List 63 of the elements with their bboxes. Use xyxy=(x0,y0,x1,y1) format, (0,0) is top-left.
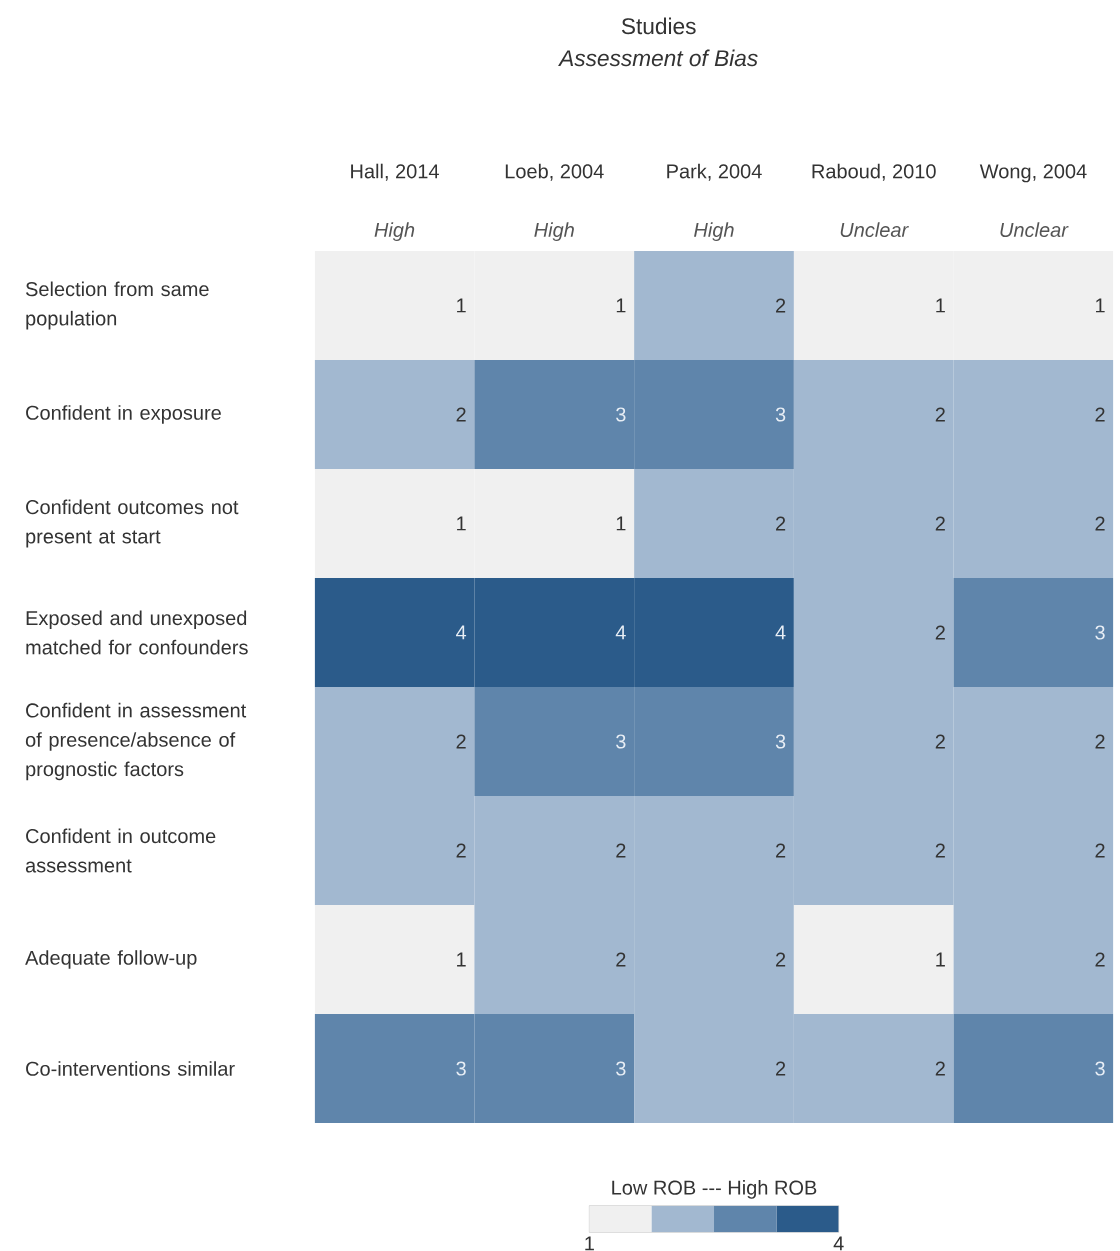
data-label: 1 xyxy=(1096,298,1105,313)
data-label: 2 xyxy=(1095,734,1105,749)
data-label: 4 xyxy=(456,625,467,640)
data-label: 1 xyxy=(616,516,626,531)
data-label: 2 xyxy=(456,734,466,749)
data-label: 3 xyxy=(456,1061,466,1076)
color-bar-title: Low ROB --- High ROB xyxy=(612,1180,817,1199)
text: Unclear xyxy=(840,222,909,238)
data-label: 3 xyxy=(775,734,786,749)
data-label: 2 xyxy=(935,734,945,749)
data-label: 2 xyxy=(935,625,945,640)
data-label: 2 xyxy=(776,298,786,313)
data-label: 3 xyxy=(1095,625,1105,640)
data-label: 1 xyxy=(616,298,626,313)
data-label: 4 xyxy=(615,625,626,640)
y-tick-label: Confident in outcome assessment xyxy=(25,828,216,873)
text: High xyxy=(694,222,734,241)
data-label: 3 xyxy=(616,734,626,749)
x-tick-label: Wong, 2004 xyxy=(979,164,1087,183)
y-tick-label: Exposed and unexposed matched for confounders xyxy=(26,610,248,655)
x-tick-label: Raboud, 2010 xyxy=(812,163,936,181)
data-label: 2 xyxy=(776,952,786,967)
data-label: 2 xyxy=(1095,516,1105,531)
data-label: 1 xyxy=(457,952,466,967)
text: High xyxy=(534,222,574,241)
y-tick-label: Confident in assessment of presence/absence of prognostic factors xyxy=(25,702,247,781)
x-tick-label: Park, 2004 xyxy=(667,163,762,181)
data-label: 2 xyxy=(456,407,466,422)
data-label: 2 xyxy=(776,1061,786,1076)
data-label: 2 xyxy=(776,516,786,531)
data-label: 2 xyxy=(456,843,466,858)
y-tick-label: Adequate follow-up xyxy=(25,950,197,969)
data-label: 3 xyxy=(616,407,626,422)
text: High xyxy=(374,222,415,241)
data-label: 3 xyxy=(775,407,786,422)
data-label: 2 xyxy=(935,843,945,858)
data-label: 1 xyxy=(457,298,466,313)
y-tick-label: Selection from same population xyxy=(25,281,209,330)
data-label: 2 xyxy=(616,952,626,967)
data-label: 3 xyxy=(616,1061,626,1076)
text: Unclear xyxy=(1000,222,1069,238)
data-label: 1 xyxy=(936,952,945,967)
data-label: 2 xyxy=(776,843,786,858)
data-label: 2 xyxy=(1095,952,1105,967)
chart-title: Studies xyxy=(621,17,696,35)
y-tick-label: Co-interventions similar xyxy=(26,1061,235,1076)
y-tick-label: Confident outcomes not present at start xyxy=(26,499,239,548)
x-tick-label: Loeb, 2004 xyxy=(505,163,604,181)
data-label: 2 xyxy=(616,843,626,858)
x-tick-label: Hall, 2014 xyxy=(351,163,439,181)
data-label: 3 xyxy=(1095,1061,1105,1076)
data-label: 2 xyxy=(935,407,945,422)
data-label: 4 xyxy=(775,625,786,640)
data-label: 2 xyxy=(935,516,945,531)
color-bar-label: 4 xyxy=(833,1236,844,1251)
data-label: 1 xyxy=(457,516,466,531)
data-label: 2 xyxy=(1095,843,1105,858)
color-bar-label: 1 xyxy=(585,1236,594,1251)
data-label: 2 xyxy=(935,1061,945,1076)
data-label: 1 xyxy=(936,298,945,313)
chart-subtitle: Assessment of Bias xyxy=(558,49,758,67)
y-tick-label: Confident in exposure xyxy=(26,405,221,424)
data-label: 2 xyxy=(1095,407,1105,422)
